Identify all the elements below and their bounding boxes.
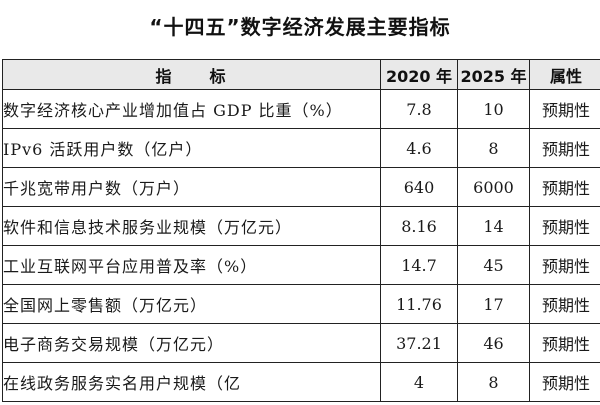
header-attribute: 属性 <box>529 59 600 90</box>
indicator-name: 在线政务服务实名用户规模（亿 <box>2 362 381 402</box>
attribute-cell: 预期性 <box>529 206 600 246</box>
value-2020: 8.16 <box>380 206 458 246</box>
attribute-cell: 预期性 <box>529 284 600 324</box>
table-row: 千兆宽带用户数（万户） 640 6000 预期性 <box>2 167 600 207</box>
indicators-table: 指 标 2020 年 2025 年 属性 数字经济核心产业增加值占 GDP 比重… <box>2 59 600 402</box>
value-2025: 45 <box>457 245 530 285</box>
indicator-name: 数字经济核心产业增加值占 GDP 比重（%） <box>2 89 381 129</box>
value-2025: 8 <box>457 362 530 402</box>
indicator-name: 软件和信息技术服务业规模（万亿元） <box>2 206 381 246</box>
value-2020: 4.6 <box>380 128 458 168</box>
table-row: 电子商务交易规模（万亿元） 37.21 46 预期性 <box>2 323 600 363</box>
header-indicator: 指 标 <box>2 59 381 90</box>
value-2025: 46 <box>457 323 530 363</box>
value-2020: 11.76 <box>380 284 458 324</box>
value-2020: 7.8 <box>380 89 458 129</box>
value-2025: 14 <box>457 206 530 246</box>
value-2020: 4 <box>380 362 458 402</box>
attribute-cell: 预期性 <box>529 323 600 363</box>
table-row: IPv6 活跃用户数（亿户） 4.6 8 预期性 <box>2 128 600 168</box>
table-row: 软件和信息技术服务业规模（万亿元） 8.16 14 预期性 <box>2 206 600 246</box>
table-row: 全国网上零售额（万亿元） 11.76 17 预期性 <box>2 284 600 324</box>
table-row: 工业互联网平台应用普及率（%） 14.7 45 预期性 <box>2 245 600 285</box>
table-row: 数字经济核心产业增加值占 GDP 比重（%） 7.8 10 预期性 <box>2 89 600 129</box>
indicator-name: 工业互联网平台应用普及率（%） <box>2 245 381 285</box>
attribute-cell: 预期性 <box>529 362 600 402</box>
value-2025: 6000 <box>457 167 530 207</box>
indicator-name: 全国网上零售额（万亿元） <box>2 284 381 324</box>
table-row: 在线政务服务实名用户规模（亿 4 8 预期性 <box>2 362 600 402</box>
attribute-cell: 预期性 <box>529 128 600 168</box>
table-header-row: 指 标 2020 年 2025 年 属性 <box>2 59 600 90</box>
value-2020: 14.7 <box>380 245 458 285</box>
header-2020: 2020 年 <box>380 59 458 90</box>
value-2025: 17 <box>457 284 530 324</box>
indicator-name: 电子商务交易规模（万亿元） <box>2 323 381 363</box>
indicator-name: 千兆宽带用户数（万户） <box>2 167 381 207</box>
value-2020: 640 <box>380 167 458 207</box>
attribute-cell: 预期性 <box>529 167 600 207</box>
value-2020: 37.21 <box>380 323 458 363</box>
header-2025: 2025 年 <box>457 59 530 90</box>
attribute-cell: 预期性 <box>529 89 600 129</box>
value-2025: 8 <box>457 128 530 168</box>
value-2025: 10 <box>457 89 530 129</box>
indicator-name: IPv6 活跃用户数（亿户） <box>2 128 381 168</box>
attribute-cell: 预期性 <box>529 245 600 285</box>
page-title: “十四五”数字经济发展主要指标 <box>149 15 451 39</box>
